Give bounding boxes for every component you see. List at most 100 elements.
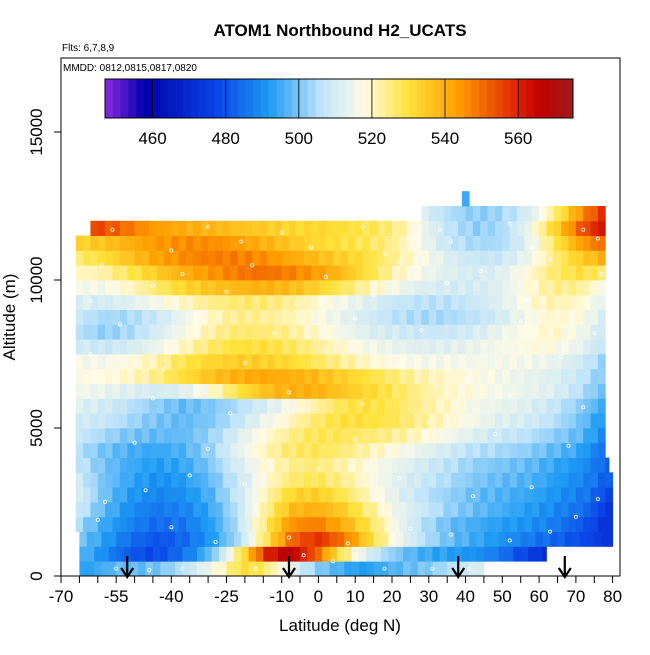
- heatmap-cell: [384, 250, 393, 266]
- heatmap-cell: [369, 220, 378, 236]
- heatmap-cell: [259, 324, 268, 340]
- heatmap-cell: [391, 309, 400, 325]
- heatmap-cell: [391, 294, 400, 310]
- heatmap-cell: [546, 309, 555, 325]
- heatmap-cell: [178, 339, 187, 355]
- heatmap-cell: [193, 339, 202, 355]
- colorbar-segment: [222, 79, 231, 118]
- heatmap-cell: [391, 265, 400, 281]
- heatmap-cell: [101, 561, 110, 576]
- heatmap-cell: [590, 280, 599, 296]
- heatmap-cell: [443, 368, 452, 384]
- y-tick-label: 0: [27, 571, 46, 580]
- heatmap-cell: [362, 398, 371, 414]
- heatmap-cell: [546, 339, 555, 355]
- arrow-marker: [451, 556, 466, 579]
- heatmap-cell: [112, 354, 121, 370]
- heatmap-cell: [281, 339, 290, 355]
- heatmap-cell: [509, 280, 518, 296]
- heatmap-cell: [208, 516, 216, 532]
- heatmap-cell: [377, 516, 386, 532]
- heatmap-cell: [590, 265, 599, 281]
- heatmap-cell: [362, 294, 371, 310]
- heatmap-cell: [318, 398, 327, 414]
- heatmap-cell: [517, 354, 525, 370]
- heatmap-cell: [171, 457, 180, 473]
- heatmap-cell: [230, 472, 238, 488]
- heatmap-cell: [443, 502, 452, 518]
- heatmap-cell: [590, 368, 599, 384]
- heatmap-cell: [274, 413, 283, 429]
- heatmap-cell: [259, 487, 268, 503]
- heatmap-cell: [590, 442, 599, 458]
- heatmap-cell: [186, 516, 194, 532]
- heatmap-cell: [329, 561, 338, 576]
- heatmap-cell: [439, 546, 448, 562]
- heatmap-cell: [391, 354, 400, 370]
- heatmap-cell: [105, 265, 113, 281]
- heatmap-cell: [414, 472, 422, 488]
- heatmap-cell: [428, 516, 437, 532]
- heatmap-cell: [230, 516, 238, 532]
- heatmap-cell: [517, 502, 525, 518]
- heatmap-cell: [318, 502, 327, 518]
- heatmap-cell: [75, 294, 84, 310]
- heatmap-cell: [494, 339, 503, 355]
- heatmap-cell: [101, 546, 110, 562]
- sample-point: [470, 494, 475, 499]
- heatmap-cell: [163, 398, 172, 414]
- heatmap-cell: [75, 309, 84, 325]
- heatmap-row: [75, 354, 606, 370]
- heatmap-cell: [406, 339, 415, 355]
- heatmap-cell: [237, 383, 246, 399]
- heatmap-cell: [193, 235, 202, 251]
- heatmap-cell: [222, 457, 231, 473]
- sample-point: [180, 272, 185, 277]
- heatmap-cell: [553, 398, 562, 414]
- heatmap-cell: [200, 280, 209, 296]
- heatmap-cell: [362, 265, 371, 281]
- heatmap-cell: [502, 354, 511, 370]
- heatmap-cell: [421, 502, 430, 518]
- heatmap-cell: [414, 368, 422, 384]
- heatmap-cell: [443, 472, 452, 488]
- heatmap-cell: [524, 206, 533, 222]
- heatmap-cell: [472, 250, 481, 266]
- heatmap-cell: [561, 280, 569, 296]
- heatmap-cell: [259, 339, 268, 355]
- heatmap-cell: [289, 265, 297, 281]
- heatmap-cell: [384, 457, 393, 473]
- heatmap-cell: [406, 294, 415, 310]
- heatmap-cell: [524, 339, 533, 355]
- heatmap-cell: [141, 368, 150, 384]
- heatmap-cell: [141, 324, 150, 340]
- heatmap-cell: [575, 354, 584, 370]
- heatmap-cell: [355, 309, 363, 325]
- heatmap-cell: [215, 487, 224, 503]
- heatmap-cell: [494, 472, 503, 488]
- heatmap-cell: [414, 502, 422, 518]
- heatmap-cell: [127, 383, 135, 399]
- heatmap-cell: [351, 531, 360, 547]
- heatmap-cell: [432, 561, 441, 576]
- heatmap-cell: [112, 339, 121, 355]
- heatmap-cell: [347, 235, 356, 251]
- heatmap-cell: [568, 206, 577, 222]
- sample-point: [382, 251, 387, 256]
- heatmap-cell: [230, 487, 238, 503]
- colorbar-segment: [526, 79, 535, 118]
- heatmap-cell: [476, 546, 485, 562]
- heatmap-cell: [156, 487, 165, 503]
- heatmap-cell: [244, 457, 253, 473]
- heatmap-cell: [494, 309, 503, 325]
- heatmap-cell: [428, 294, 437, 310]
- heatmap-cell: [546, 280, 555, 296]
- heatmap-cell: [465, 265, 474, 281]
- heatmap-cell: [347, 265, 356, 281]
- colorbar-segment: [362, 79, 371, 118]
- heatmap-cell: [296, 502, 305, 518]
- heatmap-cell: [605, 502, 614, 518]
- heatmap-cell: [472, 294, 481, 310]
- heatmap-cell: [531, 413, 540, 429]
